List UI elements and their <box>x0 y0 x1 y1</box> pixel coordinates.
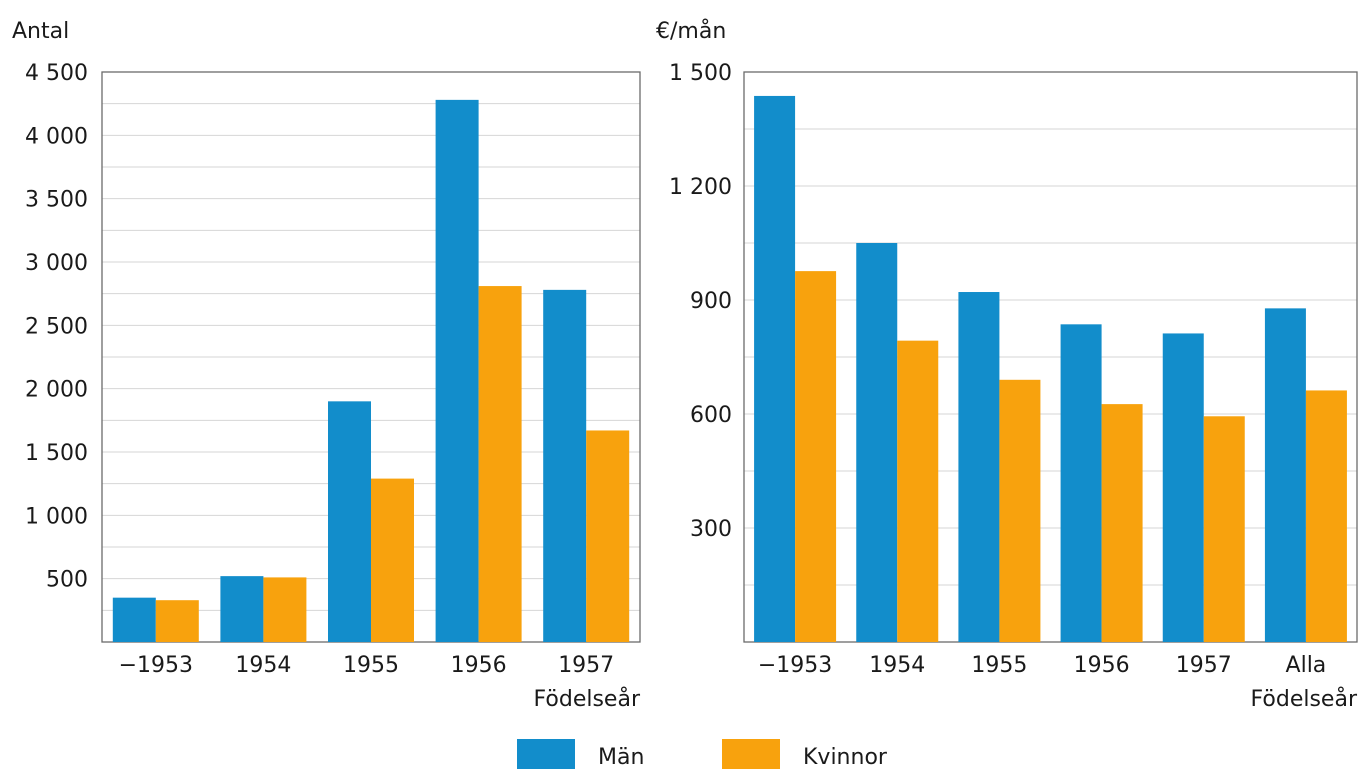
bar-women-euro-5 <box>1305 390 1347 642</box>
bar-men-euro-1 <box>856 243 898 642</box>
legend-label-men: Män <box>598 745 644 769</box>
x-tick-label: Alla <box>1286 653 1327 678</box>
bar-women-antal-4 <box>586 430 630 642</box>
x-axis-title: Födelseår <box>534 686 641 712</box>
y-tick-label: 3 500 <box>25 188 88 213</box>
x-tick-label: 1956 <box>1074 653 1130 678</box>
x-tick-label: 1955 <box>343 653 399 678</box>
bar-women-euro-2 <box>999 379 1041 642</box>
bar-men-euro-4 <box>1162 333 1204 642</box>
y-axis-title: Antal <box>12 19 69 44</box>
bar-men-euro-3 <box>1060 324 1102 642</box>
x-tick-label: −1953 <box>119 653 193 678</box>
y-tick-label: 2 000 <box>25 378 88 403</box>
bar-women-antal-0 <box>155 600 199 642</box>
bar-men-antal-1 <box>220 576 264 642</box>
bar-men-antal-3 <box>435 99 479 642</box>
bar-women-antal-3 <box>478 286 522 642</box>
x-tick-label: 1954 <box>235 653 291 678</box>
plot-frame <box>743 71 1358 643</box>
bar-women-euro-0 <box>795 271 837 642</box>
bar-men-euro-5 <box>1264 308 1306 642</box>
bar-women-euro-3 <box>1101 404 1143 642</box>
y-tick-label: 4 000 <box>25 124 88 149</box>
y-tick-label: 1 500 <box>25 441 88 466</box>
bar-men-euro-0 <box>754 95 796 642</box>
x-tick-label: 1957 <box>558 653 614 678</box>
x-tick-label: 1956 <box>451 653 507 678</box>
x-tick-label: 1955 <box>971 653 1027 678</box>
bar-men-antal-4 <box>543 289 587 642</box>
y-tick-label: 500 <box>46 568 88 593</box>
legend-swatch-women <box>722 739 780 769</box>
y-tick-label: 4 500 <box>25 61 88 86</box>
chart-euro-per-month: 300 600 900 1 200 1 500 €/mån Födelseår −1953 19… <box>656 18 1358 712</box>
y-axis-title: €/mån <box>656 18 726 44</box>
legend: Män Kvinnor <box>517 739 888 769</box>
bar-men-antal-2 <box>328 401 371 642</box>
x-tick-label: 1954 <box>869 653 925 678</box>
y-tick-label: 1 200 <box>669 175 732 200</box>
x-tick-label: 1957 <box>1176 653 1232 678</box>
y-tick-label: 2 500 <box>25 314 88 339</box>
y-tick-label: 3 000 <box>25 251 88 276</box>
bar-men-euro-2 <box>958 292 1000 642</box>
y-tick-label: 600 <box>690 403 732 428</box>
x-tick-label: −1953 <box>758 653 832 678</box>
bar-women-euro-4 <box>1203 416 1245 642</box>
y-tick-label: 1 500 <box>669 61 732 86</box>
legend-label-women: Kvinnor <box>803 745 888 769</box>
chart-antal: 500 1 000 1 500 2 000 2 500 3 000 3 500 4 000 4 … <box>12 19 641 712</box>
bar-women-antal-2 <box>371 478 414 642</box>
y-tick-label: 300 <box>690 517 732 542</box>
y-tick-label: 1 000 <box>25 504 88 529</box>
bar-women-euro-1 <box>897 340 939 642</box>
y-tick-label: 900 <box>690 289 732 314</box>
bar-women-antal-1 <box>263 577 307 642</box>
legend-swatch-men <box>517 739 575 769</box>
bar-men-antal-0 <box>112 597 156 642</box>
x-axis-title: Födelseår <box>1251 686 1358 712</box>
